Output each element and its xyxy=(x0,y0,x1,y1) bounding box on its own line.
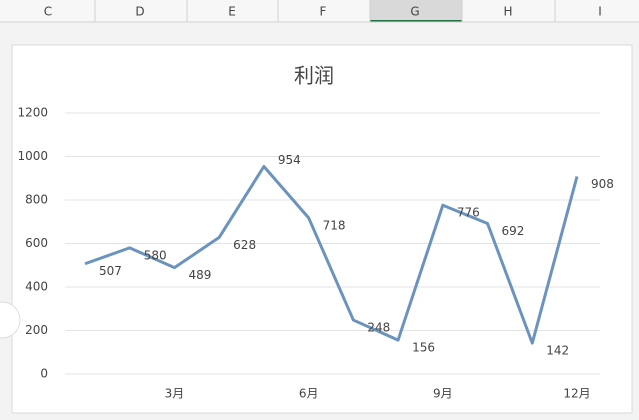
data-label: 156 xyxy=(412,341,435,355)
column-header: E xyxy=(228,5,236,19)
x-tick-label: 3月 xyxy=(165,387,185,401)
y-tick-label: 600 xyxy=(25,236,48,250)
data-label: 142 xyxy=(546,344,569,358)
data-label: 248 xyxy=(367,321,390,335)
column-header: F xyxy=(320,5,327,19)
side-handle[interactable] xyxy=(0,301,21,339)
data-label: 489 xyxy=(188,268,211,282)
column-separators xyxy=(94,0,556,22)
y-tick-label: 400 xyxy=(25,280,48,294)
chart-title: 利润 xyxy=(294,64,334,88)
column-header: G xyxy=(410,5,419,19)
data-label: 628 xyxy=(233,238,256,252)
column-header: C xyxy=(44,5,52,19)
data-label: 580 xyxy=(144,248,167,262)
data-label: 954 xyxy=(278,153,301,167)
column-header: H xyxy=(503,5,512,19)
data-label: 718 xyxy=(323,218,346,232)
y-tick-label: 1200 xyxy=(17,106,48,120)
data-label: 776 xyxy=(457,206,480,220)
column-header: D xyxy=(135,5,144,19)
y-tick-label: 0 xyxy=(40,367,48,381)
column-header-bar xyxy=(0,0,639,22)
column-header: I xyxy=(598,5,602,19)
data-label: 507 xyxy=(99,264,122,278)
x-tick-label: 12月 xyxy=(563,387,590,401)
y-tick-label: 1000 xyxy=(17,149,48,163)
selected-column xyxy=(370,0,462,22)
data-label: 908 xyxy=(591,177,614,191)
y-tick-label: 200 xyxy=(25,323,48,337)
x-tick-label: 6月 xyxy=(299,387,319,401)
line xyxy=(84,165,579,345)
chart-area[interactable] xyxy=(11,44,633,414)
y-tick-label: 800 xyxy=(25,193,48,207)
selected-indicator xyxy=(370,20,462,22)
x-tick-label: 9月 xyxy=(433,387,453,401)
data-label: 692 xyxy=(502,224,525,238)
